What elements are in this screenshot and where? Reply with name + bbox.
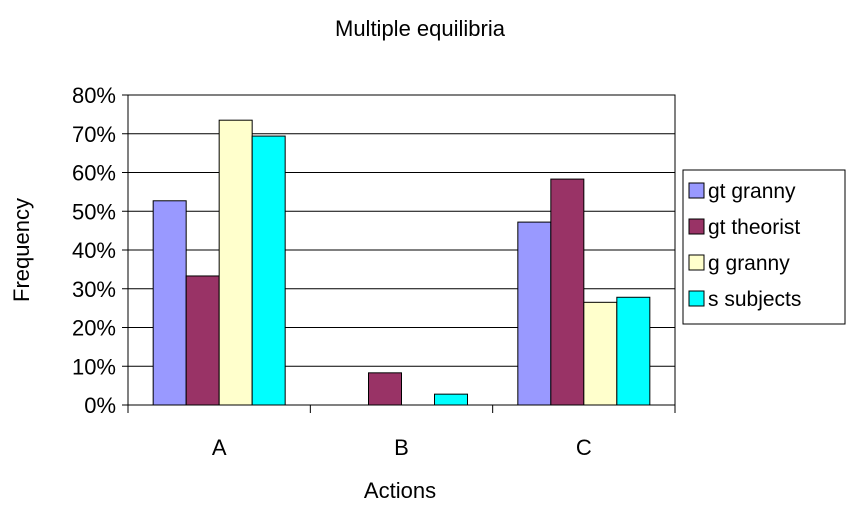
legend-swatch [688, 254, 705, 271]
legend-label: gt theorist [708, 216, 800, 239]
axes [122, 94, 676, 413]
bar-s-subjects-A [251, 135, 286, 406]
y-tick-label: 80% [72, 83, 116, 108]
y-tick-label: 50% [72, 199, 116, 224]
x-tick-label: A [212, 435, 227, 460]
legend: gt granny gt theorist g granny s subjects [682, 169, 846, 325]
bar-g-granny-C [583, 301, 618, 406]
bar-g-granny-A [218, 119, 253, 406]
chart-title: Multiple equilibria [335, 16, 506, 41]
y-axis-title: Frequency [9, 198, 34, 302]
bar-gt-theorist-B [368, 372, 402, 406]
y-tick-label: 30% [72, 277, 116, 302]
bar-gt-granny-A [152, 200, 187, 406]
bar-gt-theorist-C [550, 178, 585, 406]
y-tick-label: 70% [72, 122, 116, 147]
y-tick-label: 20% [72, 316, 116, 341]
bar-s-subjects-C [616, 296, 651, 406]
y-tick-label: 40% [72, 238, 116, 263]
y-tick-label: 10% [72, 354, 116, 379]
bar-gt-granny-C [517, 221, 552, 406]
x-tick-labels: A B C [212, 435, 592, 460]
y-tick-label: 60% [72, 161, 116, 186]
x-axis-title: Actions [364, 478, 436, 503]
legend-label: g granny [708, 252, 790, 275]
bar-s-subjects-B [434, 393, 468, 406]
y-tick-labels: 0% 10% 20% 30% 40% 50% 60% 70% 80% [72, 83, 116, 418]
legend-label: gt granny [708, 180, 796, 203]
bar-gt-theorist-A [185, 275, 220, 406]
bars [152, 119, 651, 406]
legend-label: s subjects [708, 288, 801, 311]
legend-box [682, 169, 846, 325]
x-tick-label: B [394, 435, 409, 460]
x-tick-label: C [576, 435, 592, 460]
legend-swatch [688, 218, 705, 235]
legend-swatch [688, 182, 705, 199]
y-tick-label: 0% [84, 393, 116, 418]
legend-swatch [688, 290, 705, 307]
